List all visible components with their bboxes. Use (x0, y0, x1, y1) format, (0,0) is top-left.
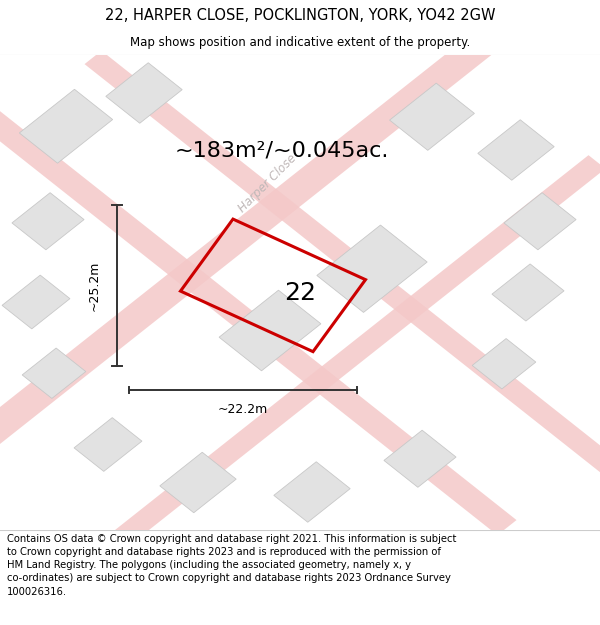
Polygon shape (219, 290, 321, 371)
Text: Harper Close: Harper Close (235, 152, 299, 215)
Polygon shape (74, 418, 142, 471)
Polygon shape (492, 264, 564, 321)
Polygon shape (384, 430, 456, 488)
Text: ~183m²/~0.045ac.: ~183m²/~0.045ac. (175, 140, 389, 160)
Polygon shape (160, 452, 236, 512)
Polygon shape (478, 120, 554, 180)
Polygon shape (106, 62, 182, 123)
Polygon shape (389, 83, 475, 151)
Text: 22: 22 (284, 281, 316, 304)
Polygon shape (274, 462, 350, 522)
Polygon shape (0, 50, 517, 535)
Polygon shape (19, 89, 113, 163)
Text: ~22.2m: ~22.2m (218, 403, 268, 416)
Text: Contains OS data © Crown copyright and database right 2021. This information is : Contains OS data © Crown copyright and d… (7, 534, 457, 597)
Polygon shape (317, 225, 427, 312)
Polygon shape (0, 0, 600, 466)
Polygon shape (2, 275, 70, 329)
Polygon shape (12, 192, 84, 250)
Polygon shape (0, 155, 600, 625)
Text: ~25.2m: ~25.2m (88, 260, 101, 311)
Polygon shape (504, 192, 576, 250)
Polygon shape (85, 51, 600, 534)
Text: Map shows position and indicative extent of the property.: Map shows position and indicative extent… (130, 36, 470, 49)
Text: 22, HARPER CLOSE, POCKLINGTON, YORK, YO42 2GW: 22, HARPER CLOSE, POCKLINGTON, YORK, YO4… (105, 8, 495, 23)
Polygon shape (22, 348, 86, 399)
Polygon shape (472, 339, 536, 389)
